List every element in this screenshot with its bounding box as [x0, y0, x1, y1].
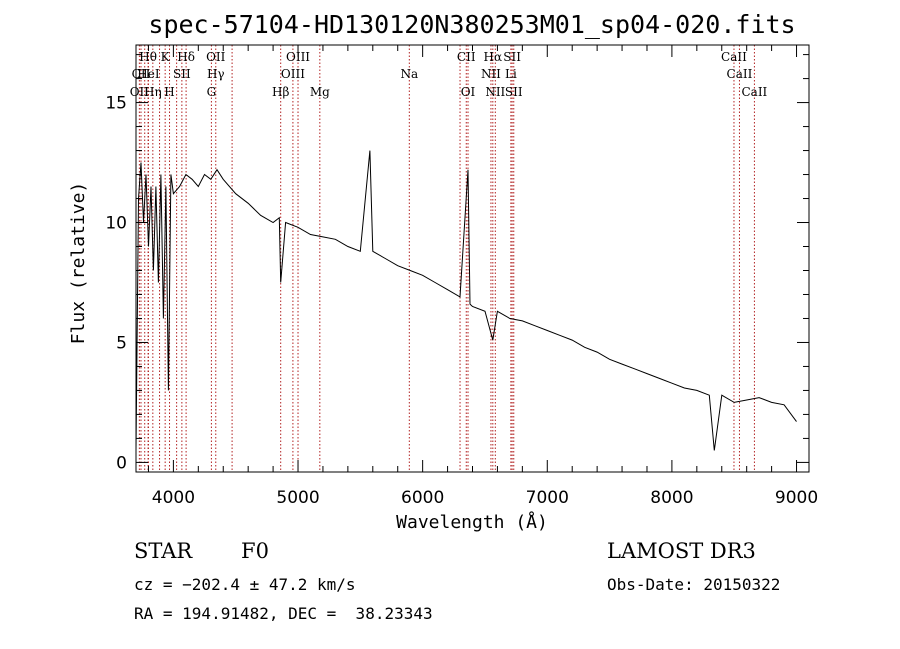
- line-label: SII: [503, 50, 521, 64]
- line-label: CII: [457, 50, 476, 64]
- line-label: CaII: [727, 67, 753, 81]
- line-label: Na: [400, 67, 418, 81]
- line-label: CaII: [721, 50, 747, 64]
- line-label: Hα: [484, 50, 503, 64]
- x-tick-label: 5000: [276, 488, 319, 508]
- line-label: Hβ: [272, 85, 289, 99]
- x-axis-label: Wavelength (Å): [396, 511, 548, 533]
- spectral-line-markers: [138, 45, 755, 472]
- chart-title: spec-57104-HD130120N380253M01_sp04-020.f…: [148, 10, 795, 39]
- line-label: K: [161, 50, 171, 64]
- y-tick-label: 15: [105, 94, 127, 114]
- line-label: Hγ: [207, 67, 225, 81]
- y-axis-ticks: 0 5 10 15: [105, 54, 809, 473]
- line-label: H: [164, 85, 174, 99]
- x-tick-label: 8000: [650, 488, 693, 508]
- line-label: OII: [206, 50, 226, 64]
- y-axis-label: Flux (relative): [68, 182, 89, 345]
- line-label: Hη: [144, 85, 162, 99]
- y-tick-label: 0: [116, 453, 127, 473]
- object-class: STAR: [134, 539, 193, 563]
- line-label: OII: [130, 85, 150, 99]
- redshift-velocity: cz = −202.4 ± 47.2 km/s: [134, 575, 356, 594]
- line-label: NII: [481, 67, 501, 81]
- x-tick-label: 7000: [526, 488, 569, 508]
- x-tick-label: 4000: [152, 488, 195, 508]
- plot-frame: [135, 44, 810, 473]
- x-tick-label: 6000: [401, 488, 444, 508]
- line-label: G: [207, 85, 217, 99]
- line-label: OI: [461, 85, 476, 99]
- line-label: CaII: [741, 85, 767, 99]
- line-label: Li: [505, 67, 517, 81]
- line-label: NII: [485, 85, 505, 99]
- observation-date: Obs-Date: 20150322: [607, 575, 781, 594]
- line-label: OIII: [281, 67, 305, 81]
- line-label: HeI: [137, 67, 160, 81]
- object-subclass: F0: [241, 539, 269, 563]
- sky-coordinates: RA = 194.91482, DEC = 38.23343: [134, 604, 433, 623]
- line-label: Mg: [310, 85, 330, 99]
- x-axis-ticks: 4000 5000 6000 7000 8000 9000: [147, 45, 818, 508]
- spectrum-line: [135, 150, 797, 451]
- x-tick-label: 9000: [775, 488, 818, 508]
- line-label: Hθ: [139, 50, 157, 64]
- y-tick-label: 10: [105, 214, 127, 234]
- line-label: Hδ: [177, 50, 195, 64]
- survey-release: LAMOST DR3: [607, 539, 756, 563]
- y-tick-label: 5: [116, 333, 127, 353]
- line-label: SII: [173, 67, 191, 81]
- line-label: SII: [505, 85, 523, 99]
